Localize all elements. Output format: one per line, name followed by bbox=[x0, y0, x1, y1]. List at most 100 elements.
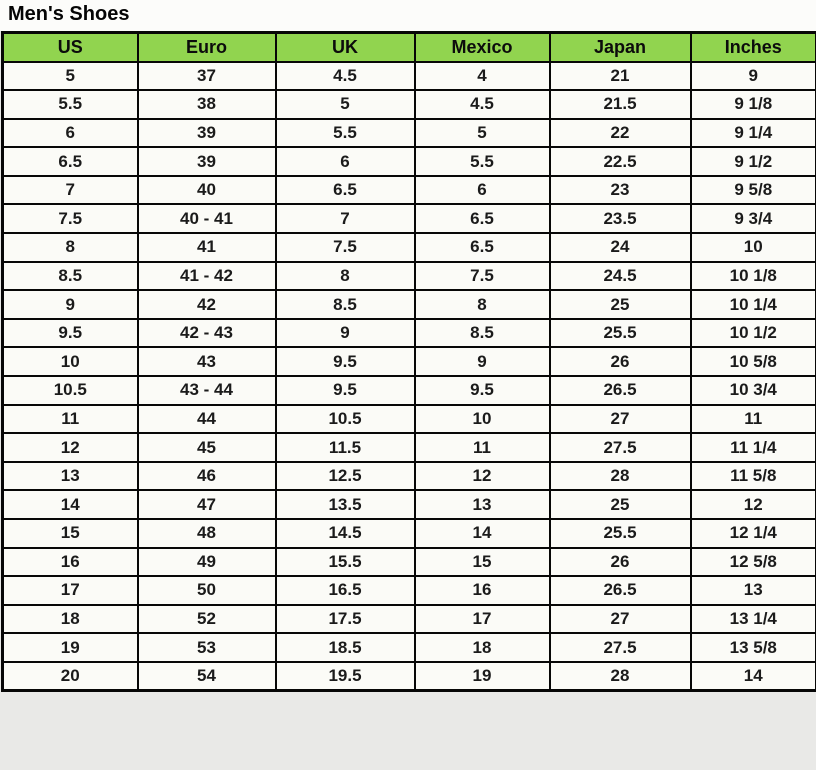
table-cell: 28 bbox=[548, 660, 692, 692]
table-cell: 25 bbox=[548, 289, 692, 320]
table-cell: 15 bbox=[413, 546, 551, 578]
table-row: 10 43 9.5 9 26 10 5/8 bbox=[1, 346, 816, 378]
table-cell: 15 bbox=[1, 518, 139, 549]
table-cell: 52 bbox=[136, 603, 277, 635]
table-cell: 13 bbox=[413, 489, 551, 520]
table-cell: 10 bbox=[1, 346, 139, 378]
table-row: 8 41 7.5 6.5 24 10 bbox=[1, 232, 816, 263]
table-cell: 10.5 bbox=[1, 375, 139, 406]
table-row: 12 45 11.5 11 27.5 11 1/4 bbox=[1, 432, 816, 463]
table-row: 15 48 14.5 14 25.5 12 1/4 bbox=[1, 518, 816, 549]
table-cell: 9 1/4 bbox=[689, 117, 816, 149]
table-cell: 12 bbox=[1, 432, 139, 463]
table-cell: 42 - 43 bbox=[136, 317, 277, 349]
column-header-inches: Inches bbox=[689, 31, 816, 63]
table-cell: 5.5 bbox=[1, 89, 139, 120]
table-cell: 15.5 bbox=[274, 546, 416, 578]
table-row: 10.5 43 - 44 9.5 9.5 26.5 10 3/4 bbox=[1, 375, 816, 406]
table-cell: 8.5 bbox=[1, 260, 139, 292]
table-cell: 5 bbox=[1, 60, 139, 92]
table-row: 18 52 17.5 17 27 13 1/4 bbox=[1, 603, 816, 635]
table-cell: 11 bbox=[413, 432, 551, 463]
table-cell: 23.5 bbox=[548, 203, 692, 235]
table-cell: 10 bbox=[413, 403, 551, 435]
table-cell: 19 bbox=[413, 660, 551, 692]
table-cell: 13 bbox=[1, 460, 139, 492]
column-header-uk: UK bbox=[274, 31, 416, 63]
table-cell: 11 5/8 bbox=[689, 460, 816, 492]
table-cell: 48 bbox=[136, 518, 277, 549]
table-body: 5 37 4.5 4 21 9 5.5 38 5 4.5 21.5 9 1/8 6 39 5.5 5 22 9 1… bbox=[1, 60, 816, 692]
table-cell: 10 1/8 bbox=[689, 260, 816, 292]
table-cell: 9 bbox=[1, 289, 139, 320]
table-row: 5 37 4.5 4 21 9 bbox=[1, 60, 816, 92]
table-cell: 38 bbox=[136, 89, 277, 120]
table-cell: 17 bbox=[413, 603, 551, 635]
table-cell: 6.5 bbox=[413, 203, 551, 235]
table-cell: 18.5 bbox=[274, 632, 416, 663]
table-cell: 7 bbox=[1, 174, 139, 206]
table-cell: 13 1/4 bbox=[689, 603, 816, 635]
table-cell: 4.5 bbox=[274, 60, 416, 92]
table-cell: 45 bbox=[136, 432, 277, 463]
table-row: 6 39 5.5 5 22 9 1/4 bbox=[1, 117, 816, 149]
table-cell: 10 1/4 bbox=[689, 289, 816, 320]
table-cell: 12 bbox=[689, 489, 816, 520]
table-cell: 11 bbox=[1, 403, 139, 435]
table-cell: 17.5 bbox=[274, 603, 416, 635]
table-cell: 9 bbox=[689, 60, 816, 92]
column-header-euro: Euro bbox=[136, 31, 277, 63]
table-cell: 10.5 bbox=[274, 403, 416, 435]
table-cell: 5 bbox=[274, 89, 416, 120]
table-cell: 10 3/4 bbox=[689, 375, 816, 406]
table-cell: 27.5 bbox=[548, 432, 692, 463]
table-cell: 6 bbox=[413, 174, 551, 206]
table-cell: 9.5 bbox=[274, 346, 416, 378]
table-cell: 12 bbox=[413, 460, 551, 492]
table-cell: 14 bbox=[1, 489, 139, 520]
table-cell: 17 bbox=[1, 575, 139, 606]
table-cell: 5 bbox=[413, 117, 551, 149]
table-cell: 41 bbox=[136, 232, 277, 263]
table-cell: 13 bbox=[689, 575, 816, 606]
table-cell: 50 bbox=[136, 575, 277, 606]
table-cell: 25 bbox=[548, 489, 692, 520]
table-cell: 14.5 bbox=[274, 518, 416, 549]
table-cell: 26 bbox=[548, 346, 692, 378]
table-cell: 14 bbox=[689, 660, 816, 692]
column-header-japan: Japan bbox=[548, 31, 692, 63]
table-cell: 6.5 bbox=[413, 232, 551, 263]
table-cell: 44 bbox=[136, 403, 277, 435]
table-cell: 11 bbox=[689, 403, 816, 435]
table-cell: 21 bbox=[548, 60, 692, 92]
table-row: 14 47 13.5 13 25 12 bbox=[1, 489, 816, 520]
page-title: Men's Shoes bbox=[8, 3, 130, 25]
table-cell: 4 bbox=[413, 60, 551, 92]
table-cell: 16 bbox=[1, 546, 139, 578]
size-conversion-table: US Euro UK Mexico Japan Inches 5 37 4.5 4 21… bbox=[1, 31, 816, 693]
table-cell: 7.5 bbox=[1, 203, 139, 235]
table-cell: 11 1/4 bbox=[689, 432, 816, 463]
table-cell: 6 bbox=[1, 117, 139, 149]
table-row: 7 40 6.5 6 23 9 5/8 bbox=[1, 174, 816, 206]
table-cell: 26 bbox=[548, 546, 692, 578]
table-cell: 9.5 bbox=[1, 317, 139, 349]
table-cell: 4.5 bbox=[413, 89, 551, 120]
table-cell: 25.5 bbox=[548, 317, 692, 349]
table-cell: 39 bbox=[136, 146, 277, 177]
table-cell: 12.5 bbox=[274, 460, 416, 492]
table-cell: 12 5/8 bbox=[689, 546, 816, 578]
table-row: 6.5 39 6 5.5 22.5 9 1/2 bbox=[1, 146, 816, 177]
table-cell: 6.5 bbox=[274, 174, 416, 206]
table-cell: 43 bbox=[136, 346, 277, 378]
table-cell: 43 - 44 bbox=[136, 375, 277, 406]
table-cell: 25.5 bbox=[548, 518, 692, 549]
table-cell: 5.5 bbox=[274, 117, 416, 149]
table-cell: 9 3/4 bbox=[689, 203, 816, 235]
table-cell: 14 bbox=[413, 518, 551, 549]
table-cell: 54 bbox=[136, 660, 277, 692]
table-row: 7.5 40 - 41 7 6.5 23.5 9 3/4 bbox=[1, 203, 816, 235]
table-cell: 27 bbox=[548, 603, 692, 635]
table-cell: 26.5 bbox=[548, 375, 692, 406]
